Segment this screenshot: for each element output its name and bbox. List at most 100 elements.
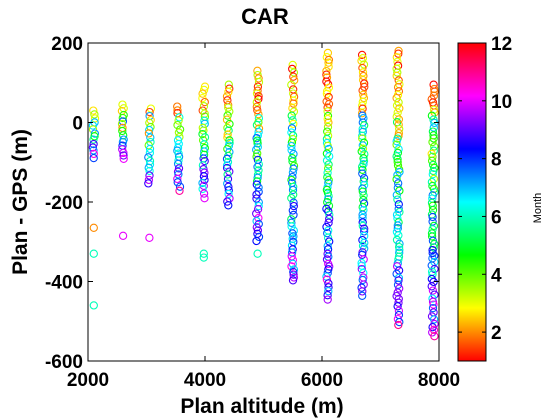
- data-point: [392, 71, 401, 81]
- data-point: [223, 197, 232, 206]
- data-point: [359, 191, 368, 200]
- data-point: [428, 201, 437, 210]
- data-point: [394, 120, 403, 129]
- data-point: [359, 205, 368, 215]
- data-point: [252, 98, 261, 107]
- data-point: [200, 97, 209, 107]
- data-point: [287, 193, 296, 203]
- data-point: [428, 303, 438, 313]
- data-point: [199, 249, 208, 258]
- data-point: [174, 156, 183, 165]
- data-point: [224, 100, 233, 110]
- colorbar-ticks: 2 4 6 8 10 12: [458, 34, 512, 344]
- data-point: [118, 145, 127, 154]
- data-point: [89, 301, 98, 310]
- data-point: [89, 106, 98, 115]
- data-point: [323, 164, 333, 173]
- data-point: [358, 291, 367, 300]
- data-point: [174, 128, 184, 137]
- data-point: [323, 229, 332, 238]
- data-point: [223, 157, 233, 167]
- data-point: [358, 250, 367, 259]
- data-point: [392, 112, 401, 121]
- data-point: [324, 287, 333, 296]
- data-point: [322, 53, 331, 62]
- data-point: [90, 129, 100, 138]
- data-point: [288, 255, 298, 265]
- data-point: [199, 253, 208, 262]
- data-point: [394, 204, 403, 214]
- data-point: [359, 199, 369, 208]
- data-point: [224, 201, 233, 210]
- data-point: [254, 127, 263, 137]
- data-point: [394, 320, 403, 330]
- data-point: [429, 325, 439, 334]
- data-point: [359, 156, 369, 166]
- data-point: [253, 139, 262, 148]
- data-point: [429, 300, 438, 309]
- data-point: [357, 50, 367, 60]
- data-point: [174, 170, 183, 179]
- data-point: [430, 264, 439, 274]
- data-point: [289, 107, 299, 116]
- data-point: [325, 237, 334, 246]
- data-point: [322, 66, 331, 76]
- colorbar-tick-label: 2: [491, 323, 502, 344]
- data-point: [224, 186, 233, 195]
- data-point: [287, 218, 296, 227]
- data-point: [323, 114, 332, 124]
- data-point: [288, 276, 298, 285]
- y-tick-label: -600: [45, 352, 83, 373]
- colorbar-tick-label: 8: [491, 150, 502, 171]
- data-point: [358, 187, 367, 196]
- data-point: [429, 184, 439, 194]
- data-point: [392, 210, 402, 219]
- data-point: [289, 210, 298, 220]
- data-point: [430, 142, 439, 151]
- data-point: [222, 115, 232, 124]
- data-point: [428, 170, 437, 179]
- data-point: [89, 153, 98, 163]
- y-axis-label: Plan - GPS (m): [9, 129, 32, 275]
- data-point: [253, 249, 262, 258]
- data-point: [146, 133, 155, 142]
- data-point: [89, 149, 98, 159]
- data-point: [253, 162, 262, 172]
- data-point: [89, 223, 98, 232]
- data-point: [324, 62, 333, 71]
- data-point: [253, 226, 263, 235]
- data-point: [323, 111, 333, 121]
- data-point: [254, 77, 264, 87]
- data-point: [357, 283, 366, 292]
- data-point: [118, 113, 127, 123]
- x-tick-label: 2000: [67, 370, 109, 391]
- data-point: [200, 156, 209, 166]
- data-point: [392, 175, 401, 184]
- data-point: [427, 156, 437, 165]
- data-point: [323, 233, 333, 242]
- data-point: [289, 164, 298, 173]
- data-point: [144, 141, 153, 150]
- data-point: [145, 171, 154, 180]
- data-point: [393, 68, 402, 77]
- data-point: [394, 298, 403, 307]
- data-point: [222, 92, 232, 101]
- data-point: [394, 306, 404, 315]
- data-point: [395, 104, 404, 113]
- data-point: [428, 212, 437, 222]
- scatter-markers: [88, 46, 439, 341]
- data-point: [428, 137, 437, 147]
- data-point: [393, 302, 402, 311]
- data-point: [252, 177, 262, 186]
- data-point: [394, 49, 403, 58]
- data-point: [288, 185, 298, 195]
- data-point: [119, 151, 128, 160]
- y-tick-label: -400: [45, 273, 83, 294]
- data-point: [429, 134, 438, 143]
- data-point: [430, 332, 439, 341]
- data-point: [290, 76, 299, 85]
- data-point: [394, 218, 403, 227]
- data-point: [223, 133, 232, 142]
- data-point: [323, 291, 332, 300]
